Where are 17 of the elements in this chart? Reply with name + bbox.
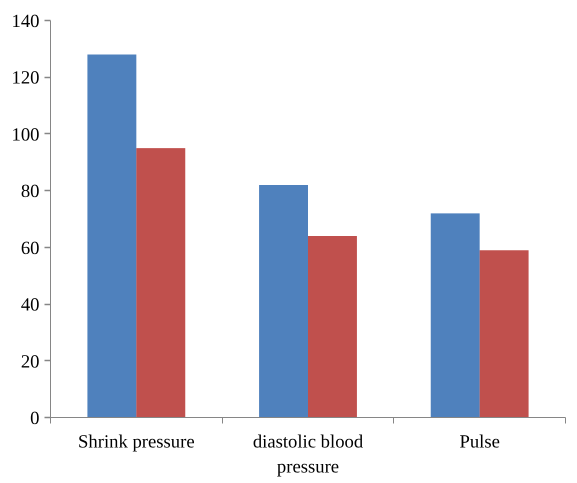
x-tick-label: diastolic blood pressure xyxy=(252,432,364,478)
x-tick-label: Shrink pressure xyxy=(78,432,195,452)
x-tick-label: Pulse xyxy=(459,432,500,452)
y-tick-label: 120 xyxy=(12,68,40,89)
bar xyxy=(430,213,480,418)
y-tick-label: 60 xyxy=(20,238,40,259)
y-tick-label: 80 xyxy=(20,181,40,202)
y-tick-label: 100 xyxy=(12,124,40,146)
y-tick-label: 140 xyxy=(12,11,40,32)
bar xyxy=(308,236,357,418)
y-tick-label: 40 xyxy=(20,294,40,316)
bar xyxy=(480,250,529,418)
bar xyxy=(136,148,186,418)
y-tick-label: 20 xyxy=(20,351,40,372)
bar xyxy=(87,54,136,418)
bar xyxy=(259,184,308,418)
y-tick-label: 0 xyxy=(30,408,40,429)
